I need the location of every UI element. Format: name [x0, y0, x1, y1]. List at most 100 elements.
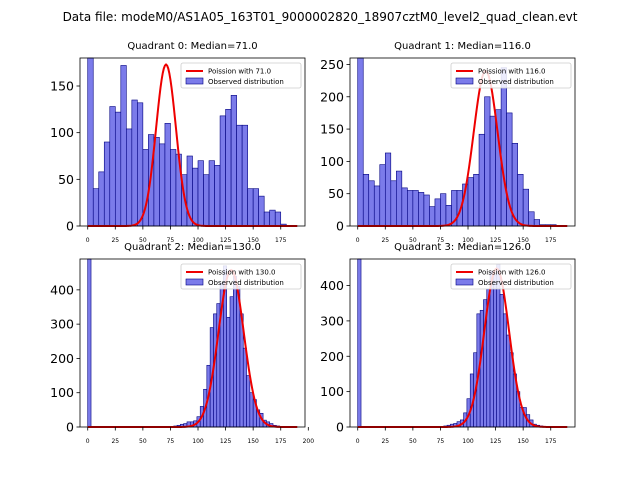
- histogram-bar: [192, 167, 199, 227]
- legend-box: [180, 62, 302, 89]
- x-tick-label: 150: [517, 237, 529, 244]
- x-tick-label: 25: [381, 438, 389, 445]
- y-tick-label: 100: [320, 154, 344, 169]
- histogram-bar: [412, 190, 419, 227]
- axes-frame: [349, 57, 576, 227]
- histogram-bar: [493, 274, 497, 428]
- histogram-bar: [233, 275, 237, 428]
- axes-frame: [349, 258, 576, 428]
- histogram-bar: [87, 258, 92, 428]
- histogram-bar: [368, 180, 375, 227]
- panel-title: Quadrant 2: Median=130.0: [124, 242, 261, 253]
- histogram-bar: [528, 211, 535, 227]
- histogram-bar: [429, 206, 436, 227]
- x-tick-label: 25: [111, 438, 119, 445]
- histogram-bar: [407, 190, 414, 227]
- legend-curve-label: Poission with 126.0: [478, 269, 546, 277]
- panel-1: 0 50 100 150 200 250 0 25 50 75 100 125 150 175 Quadra…: [320, 41, 576, 244]
- legend-curve-label: Poission with 71.0: [208, 68, 271, 76]
- histogram-bar: [362, 174, 370, 227]
- histogram-bar: [258, 195, 265, 227]
- legend-bars-swatch: [455, 77, 474, 85]
- histogram-bar: [479, 309, 484, 428]
- histogram-bar: [263, 211, 271, 227]
- histogram-bar: [92, 188, 100, 227]
- x-tick-label: 25: [381, 237, 389, 244]
- x-tick-label: 175: [275, 438, 287, 445]
- x-tick-label: 75: [437, 438, 445, 445]
- x-tick-label: 0: [356, 237, 360, 244]
- histogram-bar: [159, 143, 166, 227]
- legend-box: [180, 263, 302, 290]
- histogram-bar: [489, 271, 494, 428]
- histogram-bar: [114, 111, 122, 227]
- histogram-bar: [236, 124, 243, 227]
- histogram-bar: [219, 115, 226, 227]
- histogram-bar: [170, 149, 177, 227]
- legend-bars-swatch: [185, 77, 204, 85]
- panel-title: Quadrant 3: Median=126.0: [394, 242, 531, 253]
- histogram-bar: [164, 123, 171, 227]
- histogram-bar: [109, 106, 116, 227]
- histogram-bar: [499, 294, 504, 428]
- histogram-bar: [500, 67, 507, 227]
- x-tick-label: 25: [111, 237, 119, 244]
- legend-bars-label: Observed distribution: [208, 279, 284, 287]
- histogram-bar: [467, 177, 474, 227]
- x-tick-label: 100: [192, 438, 204, 445]
- histogram-bar: [506, 334, 511, 428]
- histogram-bar: [246, 375, 251, 428]
- x-tick-label: 175: [545, 438, 557, 445]
- x-tick-label: 0: [86, 438, 90, 445]
- y-tick-label: 0: [336, 420, 344, 435]
- y-tick-label: 150: [50, 79, 74, 94]
- x-tick-label: 50: [409, 438, 417, 445]
- x-tick-label: 150: [247, 438, 259, 445]
- histogram-bar: [208, 160, 215, 227]
- histogram-bar: [242, 347, 247, 428]
- histogram-bar: [229, 296, 234, 428]
- x-tick-label: 100: [192, 237, 204, 244]
- x-tick-label: 75: [437, 237, 445, 244]
- histogram-bar: [214, 165, 221, 227]
- x-tick-label: 50: [139, 438, 147, 445]
- y-tick-label: 0: [66, 219, 74, 234]
- histogram-bar: [98, 171, 105, 227]
- y-tick-label: 100: [320, 384, 344, 399]
- legend-bars-swatch: [455, 278, 474, 286]
- legend-curve-label: Poission with 116.0: [478, 68, 546, 76]
- histogram-bar: [379, 164, 386, 227]
- panel-2: 0 100 200 300 400 0 25 50 75 100 125 150 175 200 Quadr…: [50, 242, 314, 445]
- histogram-bar: [249, 392, 254, 428]
- histogram-bar: [126, 128, 133, 227]
- histogram-bar: [396, 170, 403, 227]
- histogram-bar: [473, 174, 480, 227]
- y-tick-label: 0: [336, 219, 344, 234]
- histogram-bar: [357, 258, 362, 428]
- axes-frame: [79, 57, 306, 227]
- y-tick-label: 300: [320, 313, 344, 328]
- histogram-bar: [274, 211, 282, 227]
- y-tick-label: 250: [320, 57, 344, 72]
- histogram-bar: [522, 188, 529, 227]
- y-tick-label: 0: [66, 420, 74, 435]
- y-tick-label: 100: [50, 125, 74, 140]
- histogram-bar: [440, 193, 447, 227]
- histogram-bar: [373, 185, 381, 227]
- histogram-bar: [478, 133, 485, 227]
- x-tick-label: 125: [220, 438, 232, 445]
- histogram-bar: [197, 160, 204, 227]
- y-tick-label: 50: [58, 172, 74, 187]
- legend-box: [450, 62, 572, 89]
- histogram-bar: [103, 141, 111, 227]
- x-tick-label: 125: [220, 237, 232, 244]
- x-tick-label: 100: [462, 237, 474, 244]
- x-tick-label: 175: [275, 237, 287, 244]
- x-tick-label: 175: [545, 237, 557, 244]
- x-tick-label: 75: [167, 237, 175, 244]
- y-tick-label: 50: [328, 186, 344, 201]
- histogram-bar: [434, 198, 441, 227]
- x-tick-label: 75: [167, 438, 175, 445]
- histogram-bar: [423, 194, 430, 227]
- y-tick-label: 200: [50, 351, 74, 366]
